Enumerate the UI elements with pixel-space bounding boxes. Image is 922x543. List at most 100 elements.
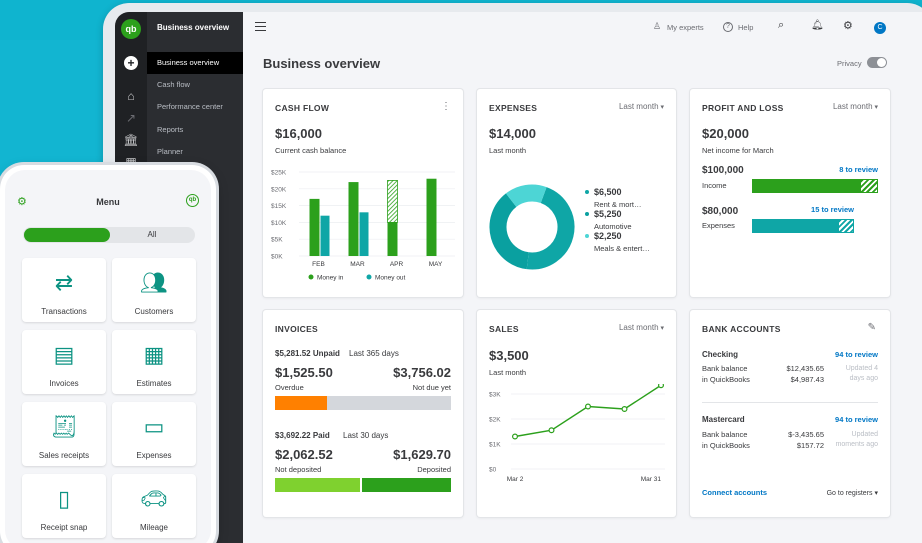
menu-tile-receipt-snap[interactable]: ▯ Receipt snap	[22, 474, 106, 538]
tile-label: Sales receipts	[38, 451, 90, 460]
account-review-link[interactable]: 94 to review	[835, 350, 878, 359]
expense-label: Meals & entert…	[594, 244, 650, 253]
expense-legend-item: $6,500 Rent & mort…	[585, 187, 675, 209]
not-deposited-bar	[275, 478, 362, 492]
y-tick-label: $25K	[271, 170, 287, 177]
menu-tile-sales-receipts[interactable]: 🧾︎ Sales receipts	[22, 402, 106, 466]
expenses-projected-bar	[838, 219, 854, 233]
cash-flow-card[interactable]: CASH FLOW ⋮ $16,000 Current cash balance…	[263, 89, 463, 297]
bank-icon[interactable]: 🏛	[123, 133, 139, 147]
invoice-icon: ▤	[53, 342, 75, 367]
bell-icon[interactable]: 🔔︎	[811, 20, 824, 31]
phone-icon: ▯	[57, 486, 71, 511]
toggle-selected-segment[interactable]	[24, 228, 110, 242]
invoices-card[interactable]: INVOICES $5,281.52 Unpaid Last 365 days …	[263, 310, 463, 517]
profit-loss-card[interactable]: PROFIT AND LOSS Last month $20,000 Net i…	[690, 89, 890, 297]
menu-tile-transactions[interactable]: ⇄ Transactions	[22, 258, 106, 322]
profit-loss-period-select[interactable]: Last month	[833, 102, 878, 111]
quickbooks-logo[interactable]: qb	[121, 19, 141, 39]
x-tick-label: Mar 31	[641, 476, 662, 483]
x-tick-label: APR	[390, 261, 404, 268]
y-tick-label: $10K	[271, 220, 287, 227]
nav-item-business-overview[interactable]: Business overview	[147, 52, 243, 74]
tile-label: Customers	[134, 307, 174, 316]
overdue-bar	[275, 396, 327, 410]
nav-item-reports[interactable]: Reports	[157, 125, 184, 134]
unpaid-bar[interactable]	[275, 396, 451, 410]
gear-icon[interactable]: ⚙	[17, 196, 27, 208]
paid-bar[interactable]	[275, 478, 451, 492]
menu-toggle[interactable]: All	[23, 227, 195, 243]
sales-point	[621, 406, 628, 413]
help-link[interactable]: Help	[738, 23, 754, 32]
sales-line-chart: $3K $2K $1K $0 Mar 2 Mar 31	[489, 384, 665, 483]
go-to-registers-dropdown[interactable]: Go to registers ▾	[827, 489, 878, 497]
bar-money-in	[426, 178, 437, 256]
cash-flow-caption: Current cash balance	[275, 146, 347, 155]
arrows-icon: ⇄	[54, 270, 74, 295]
menu-tile-estimates[interactable]: ▦ Estimates	[112, 330, 196, 394]
expenses-card[interactable]: EXPENSES Last month $14,000 Last month $…	[477, 89, 676, 297]
sales-card[interactable]: SALES Last month $3,500 Last month $3K $2…	[477, 310, 676, 517]
avatar[interactable]: C	[874, 22, 886, 34]
search-icon[interactable]: ⌕	[778, 19, 785, 31]
account-name: Mastercard	[702, 415, 745, 424]
laptop-frame: qb + ⌂ ↗ 🏛 ▦ Business overview Business …	[103, 3, 922, 543]
expenses-review-link[interactable]: 15 to review	[811, 205, 854, 214]
y-tick-label: $0	[489, 467, 497, 474]
tile-label: Expenses	[136, 451, 172, 460]
privacy-toggle[interactable]	[867, 57, 887, 68]
overdue-label: Overdue	[275, 383, 304, 392]
nav-item-cash-flow[interactable]: Cash flow	[157, 80, 190, 89]
menu-tile-mileage[interactable]: 🚗︎ Mileage	[112, 474, 196, 538]
plus-icon[interactable]: +	[124, 56, 138, 70]
y-tick-label: $5K	[271, 237, 283, 244]
grid-icon[interactable]: ▦	[125, 155, 137, 169]
tile-label: Receipt snap	[40, 523, 88, 532]
account-review-link[interactable]: 94 to review	[835, 415, 878, 424]
person-icon: ♙	[653, 21, 662, 31]
chart-icon[interactable]: ↗	[125, 111, 137, 125]
qb-balance-value: $157.72	[796, 441, 824, 450]
bar-money-in-projected	[387, 179, 398, 223]
expenses-legend: $6,500 Rent & mort… $5,250 Automotive $2…	[585, 187, 675, 253]
expenses-period-select[interactable]: Last month	[619, 102, 664, 111]
expenses-bar[interactable]	[752, 219, 854, 233]
home-icon[interactable]: ⌂	[127, 89, 135, 103]
profit-loss-amount: $20,000	[702, 126, 749, 141]
income-bar[interactable]	[752, 179, 878, 193]
gear-icon[interactable]: ⚙	[843, 20, 853, 32]
menu-tile-invoices[interactable]: ▤ Invoices	[22, 330, 106, 394]
expenses-title: EXPENSES	[489, 103, 538, 113]
calculator-icon: ▦	[143, 342, 165, 367]
expenses-amount-pl: $80,000	[702, 206, 739, 217]
sales-period-select[interactable]: Last month	[619, 323, 664, 332]
bank-balance-label: Bank balance	[702, 364, 748, 373]
income-review-link[interactable]: 8 to review	[839, 165, 878, 174]
tile-label: Estimates	[136, 379, 172, 388]
help-icon: ?	[723, 22, 733, 32]
nav-item-performance-center[interactable]: Performance center	[157, 102, 223, 111]
bank-accounts-card[interactable]: BANK ACCOUNTS ✎ Checking 94 to review Ba…	[690, 310, 890, 517]
connect-accounts-link[interactable]: Connect accounts	[702, 488, 768, 497]
more-options-icon[interactable]: ⋮	[441, 101, 451, 112]
bank-balance-value: $12,435.65	[786, 364, 824, 373]
sales-line	[514, 384, 662, 438]
legend-dot-icon	[585, 212, 589, 216]
divider	[702, 402, 878, 403]
quickbooks-logo[interactable]: qb	[186, 194, 199, 207]
pencil-icon[interactable]: ✎	[867, 322, 876, 333]
sales-point	[548, 427, 555, 434]
hamburger-menu-icon[interactable]	[255, 22, 266, 31]
chevron-down-icon: ▾	[874, 490, 878, 497]
qb-balance-label: in QuickBooks	[702, 375, 750, 384]
y-tick-label: $3K	[489, 392, 501, 399]
toggle-all-option[interactable]: All	[147, 230, 157, 239]
nav-item-planner[interactable]: Planner	[157, 147, 183, 156]
expense-legend-item: $5,250 Automotive	[585, 209, 675, 231]
privacy-label: Privacy	[837, 59, 862, 68]
sales-amount: $3,500	[489, 348, 529, 363]
my-experts-link[interactable]: My experts	[667, 23, 704, 32]
menu-tile-customers[interactable]: 👥︎ Customers	[112, 258, 196, 322]
menu-tile-expenses[interactable]: ▭ Expenses	[112, 402, 196, 466]
